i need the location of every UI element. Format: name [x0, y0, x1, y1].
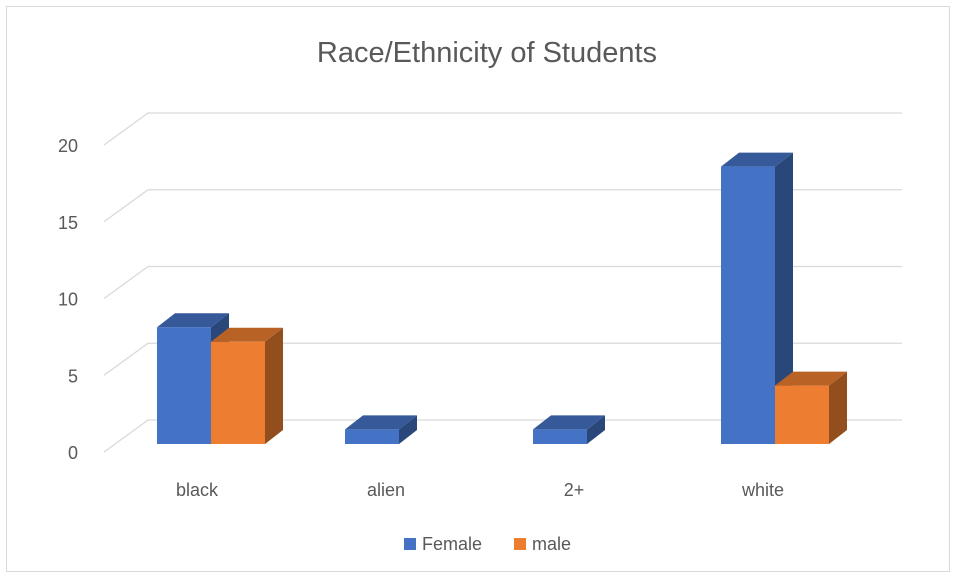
legend-label: Female: [422, 534, 482, 554]
bar-side: [265, 327, 283, 444]
bar-side: [775, 152, 793, 444]
y-tick-label: 0: [68, 443, 78, 463]
bar-top: [211, 327, 283, 342]
x-tick-label: alien: [367, 480, 405, 500]
bar: [721, 152, 793, 444]
bar: [775, 371, 847, 444]
bar-top: [775, 371, 847, 386]
bars: [157, 152, 847, 444]
legend-swatch: [514, 538, 526, 550]
x-tick-label: 2+: [564, 480, 585, 500]
bar-front: [211, 341, 265, 444]
bar-front: [533, 429, 587, 444]
x-tick-label: white: [741, 480, 784, 500]
bar-side: [829, 371, 847, 444]
gridline: [103, 419, 902, 453]
gridline: [103, 342, 902, 376]
y-tick-label: 5: [68, 366, 78, 386]
legend-item: male: [514, 534, 571, 554]
bar-front: [775, 385, 829, 444]
bar-side: [399, 415, 417, 444]
gridline: [103, 112, 902, 146]
bar: [345, 415, 417, 444]
gridlines: [103, 112, 902, 453]
bar-front: [157, 327, 211, 444]
x-axis-ticks: black alien 2+ white: [176, 480, 784, 500]
y-axis-ticks: 0 5 10 15 20: [58, 136, 78, 463]
legend-swatch: [404, 538, 416, 550]
bar-top: [533, 415, 605, 430]
legend-label: male: [532, 534, 571, 554]
bar-front: [721, 166, 775, 444]
bar: [533, 415, 605, 444]
gridline: [103, 265, 902, 300]
bar: [211, 327, 283, 444]
chart-title: Race/Ethnicity of Students: [317, 37, 657, 69]
y-tick-label: 20: [58, 136, 78, 156]
y-tick-label: 15: [58, 213, 78, 233]
y-tick-label: 10: [58, 290, 78, 310]
gridline: [103, 189, 902, 223]
legend: Female male: [404, 534, 571, 554]
x-tick-label: black: [176, 480, 219, 500]
legend-item: Female: [404, 534, 482, 554]
bar-top: [157, 313, 229, 328]
bar-front: [345, 429, 399, 444]
bar-top: [721, 152, 793, 167]
bar-top: [345, 415, 417, 430]
bar-side: [587, 415, 605, 444]
